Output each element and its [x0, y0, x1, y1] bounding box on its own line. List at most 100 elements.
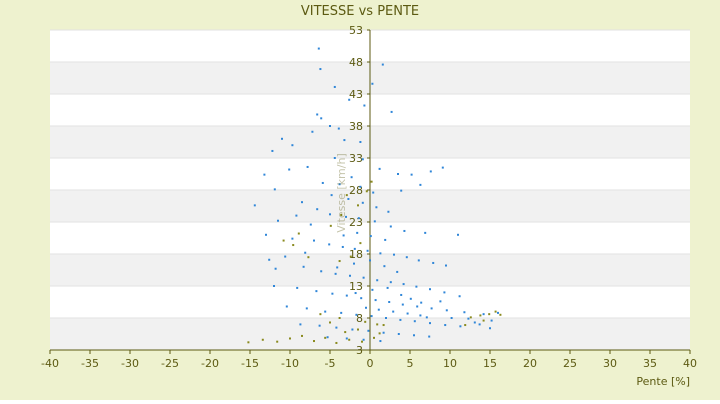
- x-tick-label: -35: [81, 357, 99, 370]
- data-point: [315, 290, 318, 293]
- data-point: [349, 274, 351, 277]
- data-point: [360, 297, 363, 300]
- data-point: [494, 310, 497, 313]
- data-point: [439, 300, 442, 303]
- data-point: [389, 225, 392, 228]
- data-point: [342, 234, 345, 237]
- data-point: [409, 297, 412, 300]
- x-tick-label: 20: [523, 357, 537, 370]
- data-point: [357, 204, 359, 207]
- data-point: [482, 313, 485, 316]
- data-point: [430, 307, 433, 310]
- data-point: [281, 137, 283, 140]
- x-tick-label: 0: [367, 357, 374, 370]
- data-point: [333, 85, 336, 88]
- data-point: [379, 252, 382, 255]
- y-tick-label: 13: [349, 280, 363, 293]
- data-point: [497, 311, 499, 314]
- data-point: [403, 229, 406, 232]
- data-point: [343, 139, 346, 142]
- y-tick-label: 18: [349, 248, 363, 261]
- data-point: [338, 183, 341, 186]
- data-point: [345, 337, 348, 340]
- data-point: [357, 328, 359, 331]
- data-point: [482, 319, 485, 322]
- data-point: [345, 215, 347, 218]
- axes: [49, 29, 691, 354]
- data-point: [459, 325, 462, 328]
- data-point: [334, 272, 337, 275]
- data-point: [366, 249, 369, 252]
- data-point: [463, 311, 466, 314]
- data-point: [401, 303, 404, 306]
- data-point: [345, 194, 348, 197]
- data-point: [285, 305, 288, 308]
- data-point: [302, 265, 305, 268]
- data-point: [344, 331, 347, 334]
- data-point: [392, 310, 395, 313]
- data-point: [337, 127, 340, 130]
- data-point: [419, 183, 422, 186]
- data-point: [345, 294, 348, 297]
- data-point: [376, 279, 379, 282]
- data-point: [370, 180, 373, 183]
- data-point: [296, 286, 299, 289]
- data-point: [271, 149, 274, 152]
- data-point: [274, 267, 277, 270]
- data-point: [335, 326, 338, 329]
- data-point: [372, 191, 375, 194]
- x-tick-labels: -40 -35 -30 -25 -20 -15 -10 -5 0 5 10 15 20 25 30 35 40: [41, 357, 697, 370]
- data-point: [299, 323, 302, 326]
- data-point: [336, 266, 339, 269]
- data-point: [443, 291, 446, 294]
- data-point: [355, 313, 358, 316]
- data-point: [444, 324, 447, 327]
- data-point: [328, 243, 331, 246]
- data-point: [473, 321, 476, 324]
- data-point: [369, 259, 371, 262]
- data-point: [384, 238, 387, 241]
- data-point: [309, 223, 312, 226]
- data-point: [306, 165, 309, 168]
- x-axis-label: Pente [%]: [636, 375, 690, 388]
- data-point: [390, 110, 393, 113]
- data-point: [348, 98, 351, 101]
- data-point: [376, 323, 379, 326]
- data-point: [373, 336, 375, 339]
- x-tick-label: -10: [281, 357, 299, 370]
- data-point: [370, 315, 373, 318]
- data-point: [318, 324, 321, 327]
- data-point: [331, 292, 334, 295]
- data-point: [263, 173, 266, 176]
- x-tick-label: -15: [241, 357, 259, 370]
- data-point: [405, 256, 408, 259]
- data-point: [364, 320, 367, 323]
- data-point: [377, 308, 380, 311]
- data-point: [445, 309, 448, 312]
- data-point: [273, 188, 276, 191]
- data-point: [361, 201, 364, 204]
- data-point: [397, 173, 399, 175]
- data-point: [291, 237, 294, 240]
- data-point: [304, 251, 307, 254]
- x-tick-label: -40: [41, 357, 59, 370]
- data-point: [288, 168, 291, 171]
- data-point: [338, 260, 341, 263]
- data-point: [295, 214, 298, 217]
- data-point: [378, 167, 381, 170]
- data-point: [429, 170, 432, 173]
- data-point: [353, 262, 355, 265]
- data-point: [397, 333, 400, 335]
- data-point: [350, 176, 353, 179]
- data-point: [261, 338, 264, 341]
- data-point: [389, 281, 392, 284]
- x-tick-label: 5: [407, 357, 414, 370]
- data-point: [371, 82, 374, 85]
- data-point: [406, 312, 409, 315]
- y-tick-label: 43: [349, 88, 363, 101]
- y-axis-label: Vitesse [km/h]: [335, 153, 348, 233]
- data-point: [359, 185, 362, 188]
- data-point: [399, 318, 402, 321]
- data-point: [247, 341, 250, 344]
- data-point: [415, 285, 418, 288]
